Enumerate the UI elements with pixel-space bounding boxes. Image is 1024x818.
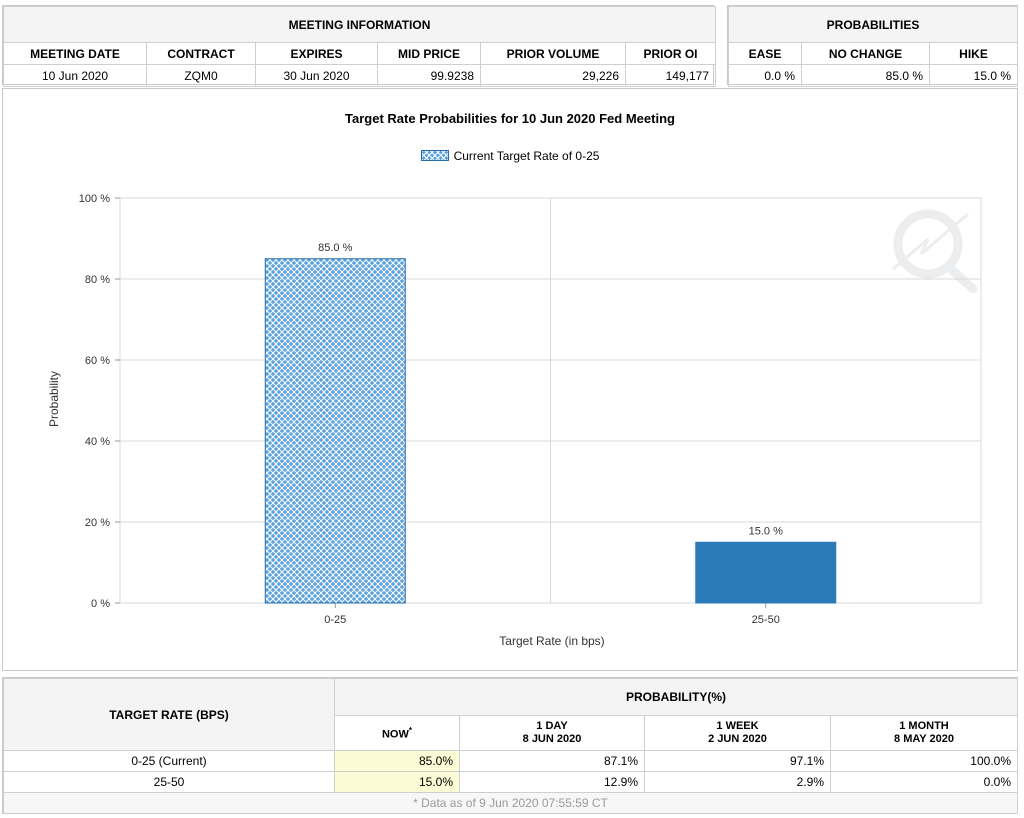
probabilities-heading: PROBABILITIES (727, 6, 1019, 43)
x-tick-label: 0-25 (324, 614, 346, 626)
probabilities-panel: PROBABILITIES EASE NO CHANGE HIKE 0.0 % … (727, 5, 1019, 87)
col-now-asterisk: * (408, 725, 412, 735)
legend-label: Current Target Rate of 0-25 (453, 149, 600, 163)
meeting-info-panel: MEETING INFORMATION MEETING DATE CONTRAC… (2, 5, 716, 87)
col-1-week-label: 1 WEEK (716, 720, 759, 732)
col-prior-oi: PRIOR OI (625, 42, 716, 65)
month-cell: 0.0% (830, 771, 1018, 793)
bar-value-label: 85.0 % (318, 242, 352, 254)
bar-25-50[interactable] (695, 541, 837, 604)
day-cell: 12.9% (459, 771, 645, 793)
table-row: 0.0 % 85.0 % 15.0 % (728, 64, 1019, 87)
y-tick-label: 80 % (85, 274, 110, 286)
col-mid-price: MID PRICE (377, 42, 481, 65)
bar-0-25[interactable] (264, 258, 406, 604)
meeting-date-value: 10 Jun 2020 (3, 64, 147, 87)
col-expires: EXPIRES (255, 42, 378, 65)
y-tick-label: 20 % (85, 517, 110, 529)
col-no-change: NO CHANGE (801, 42, 930, 65)
probability-history-panel: TARGET RATE (BPS) PROBABILITY(%) NOW* 1 … (2, 677, 1018, 814)
data-timestamp-footnote: * Data as of 9 Jun 2020 07:55:59 CT (3, 792, 1018, 814)
chart-legend[interactable]: Current Target Rate of 0-25 (3, 149, 1017, 163)
prior-volume-value: 29,226 (480, 64, 626, 87)
col-meeting-date: MEETING DATE (3, 42, 147, 65)
table-row: 10 Jun 2020 ZQM0 30 Jun 2020 99.9238 29,… (3, 64, 716, 87)
y-tick-label: 60 % (85, 355, 110, 367)
col-1-month-label: 1 MONTH (899, 720, 949, 732)
bar-value-label: 15.0 % (749, 525, 783, 537)
probability-header: PROBABILITY(%) (334, 678, 1018, 716)
legend-swatch (420, 150, 449, 161)
col-prior-volume: PRIOR VOLUME (480, 42, 626, 65)
table-row: 25-50 15.0% 12.9% 2.9% 0.0% (3, 771, 1018, 793)
col-1-week-date: 2 JUN 2020 (708, 733, 767, 745)
col-1-day: 1 DAY 8 JUN 2020 (459, 715, 645, 751)
contract-value: ZQM0 (146, 64, 256, 87)
chart-panel: Target Rate Probabilities for 10 Jun 202… (2, 88, 1018, 671)
prior-oi-value: 149,177 (625, 64, 716, 87)
y-axis-label: Probability (47, 371, 61, 427)
col-ease: EASE (728, 42, 802, 65)
hike-value: 15.0 % (928, 64, 1019, 87)
rate-cell: 0-25 (Current) (3, 750, 335, 772)
col-1-week: 1 WEEK 2 JUN 2020 (644, 715, 831, 751)
week-cell: 2.9% (644, 771, 831, 793)
day-cell: 87.1% (459, 750, 645, 772)
meeting-info-heading: MEETING INFORMATION (3, 6, 716, 43)
rate-cell: 25-50 (3, 771, 335, 793)
col-1-day-date: 8 JUN 2020 (522, 733, 582, 745)
col-1-day-label: 1 DAY (536, 720, 568, 732)
x-axis-label: Target Rate (in bps) (499, 634, 604, 648)
week-cell: 97.1% (644, 750, 831, 772)
col-1-month-date: 8 MAY 2020 (894, 733, 954, 745)
expires-value: 30 Jun 2020 (255, 64, 378, 87)
col-1-month: 1 MONTH 8 MAY 2020 (830, 715, 1018, 751)
month-cell: 100.0% (830, 750, 1018, 772)
col-now: NOW* (334, 715, 460, 751)
table-row: 0-25 (Current) 85.0% 87.1% 97.1% 100.0% (3, 750, 1018, 772)
probabilities-table: PROBABILITIES EASE NO CHANGE HIKE 0.0 % … (727, 6, 1019, 87)
col-now-label: NOW (381, 728, 409, 741)
watermark-logo-icon (892, 209, 978, 294)
y-tick-label: 100 % (79, 193, 110, 205)
y-tick-label: 0 % (91, 598, 110, 610)
col-contract: CONTRACT (146, 42, 256, 65)
x-tick-label: 25-50 (752, 614, 780, 626)
bar-chart: 0 % 20 % 40 % 60 % 80 % 100 % 85.0 % 0-25 15.0 %… (47, 193, 982, 648)
col-hike: HIKE (928, 42, 1019, 65)
y-tick-label: 40 % (85, 436, 110, 448)
now-cell: 15.0% (334, 771, 460, 793)
ease-value: 0.0 % (728, 64, 802, 87)
mid-price-value: 99.9238 (377, 64, 481, 87)
chart-title: Target Rate Probabilities for 10 Jun 202… (345, 111, 675, 126)
no-change-value: 85.0 % (801, 64, 930, 87)
meeting-info-table: MEETING INFORMATION MEETING DATE CONTRAC… (3, 6, 716, 87)
probability-history-table: TARGET RATE (BPS) PROBABILITY(%) NOW* 1 … (3, 678, 1018, 814)
target-rate-header: TARGET RATE (BPS) (3, 678, 335, 751)
now-cell: 85.0% (334, 750, 460, 772)
